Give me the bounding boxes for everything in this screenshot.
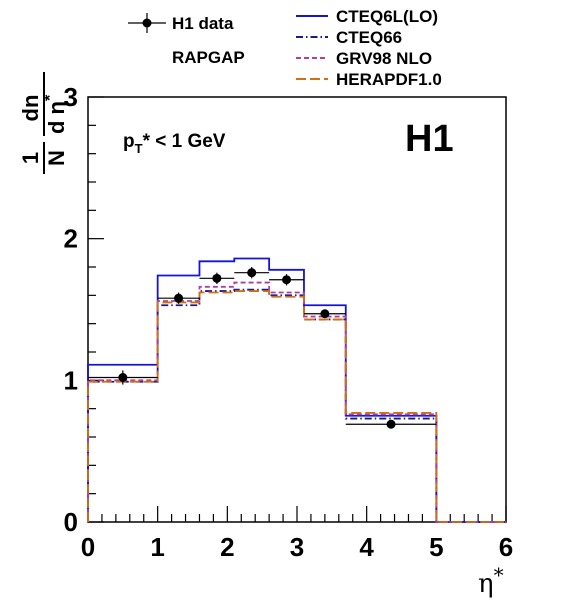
data-point — [118, 373, 128, 382]
cut-label-sub: T — [135, 141, 143, 156]
x-tick-label: 1 — [150, 532, 164, 562]
y-axis-den-n: N — [44, 150, 69, 166]
series-grv98-nlo — [87, 281, 506, 523]
data-point — [320, 309, 330, 319]
data-point — [174, 293, 184, 303]
x-tick-label: 4 — [359, 532, 374, 562]
data-point — [386, 419, 396, 429]
x-axis-symbol: η — [478, 569, 494, 599]
h1-logo: H1 — [405, 118, 454, 160]
data-point — [212, 273, 222, 283]
legend-entry-series-0: CTEQ6L(LO) — [296, 7, 438, 26]
y-tick-label: 3 — [64, 82, 78, 112]
legend-label-herapdf: HERAPDF1.0 — [336, 70, 442, 89]
axis-ticks — [87, 96, 507, 523]
legend-generator-label: RAPGAP — [172, 48, 245, 67]
cut-label-rest: * < 1 GeV — [143, 131, 226, 152]
x-axis-title: η* — [478, 563, 504, 599]
legend-data-label: H1 data — [172, 14, 234, 33]
data-point — [282, 275, 292, 285]
data-points-layer — [88, 267, 437, 429]
plot-area — [87, 96, 507, 523]
series-cteq6l-lo — [87, 257, 506, 523]
cut-label: pT* < 1 GeV — [123, 131, 226, 156]
x-tick-label: 3 — [290, 532, 304, 562]
x-tick-label: 6 — [499, 532, 513, 562]
legend-label-cteq66: CTEQ66 — [336, 28, 402, 47]
y-axis-dn: dn — [18, 95, 43, 122]
y-axis-sup: * — [42, 94, 59, 101]
legend-label-grv98: GRV98 NLO — [336, 49, 432, 68]
legend: H1 data RAPGAP CTEQ6L(LO) CTEQ66 GRV98 N… — [128, 7, 442, 89]
y-axis-title: 1 N dn d η* — [18, 72, 69, 174]
axis-tick-labels: 0 1 2 3 4 5 6 0 1 2 3 — [64, 82, 514, 562]
data-point — [247, 268, 257, 278]
legend-entry-series-2: GRV98 NLO — [296, 49, 432, 68]
plot-frame — [87, 96, 507, 523]
legend-label-cteq6l: CTEQ6L(LO) — [336, 7, 438, 26]
x-axis-sup: * — [494, 563, 504, 587]
legend-entry-series-3: HERAPDF1.0 — [296, 70, 442, 89]
x-tick-label: 0 — [81, 532, 95, 562]
y-axis-num: 1 — [18, 152, 43, 164]
y-axis-d-eta-text: d η — [44, 101, 69, 134]
y-tick-label: 2 — [64, 224, 78, 254]
legend-entry-series-1: CTEQ66 — [296, 28, 402, 47]
y-tick-label: 0 — [64, 507, 78, 537]
x-tick-label: 5 — [429, 532, 443, 562]
series-layer — [87, 257, 506, 523]
legend-entry-data: H1 data — [128, 13, 234, 33]
x-tick-label: 2 — [220, 532, 234, 562]
series-cteq66 — [87, 288, 506, 523]
y-tick-label: 1 — [64, 365, 78, 395]
series-herapdf1-0 — [87, 290, 506, 523]
legend-data-marker — [142, 18, 152, 28]
y-axis-d-eta: d η* — [42, 94, 69, 134]
cut-label-base: p — [123, 131, 135, 152]
